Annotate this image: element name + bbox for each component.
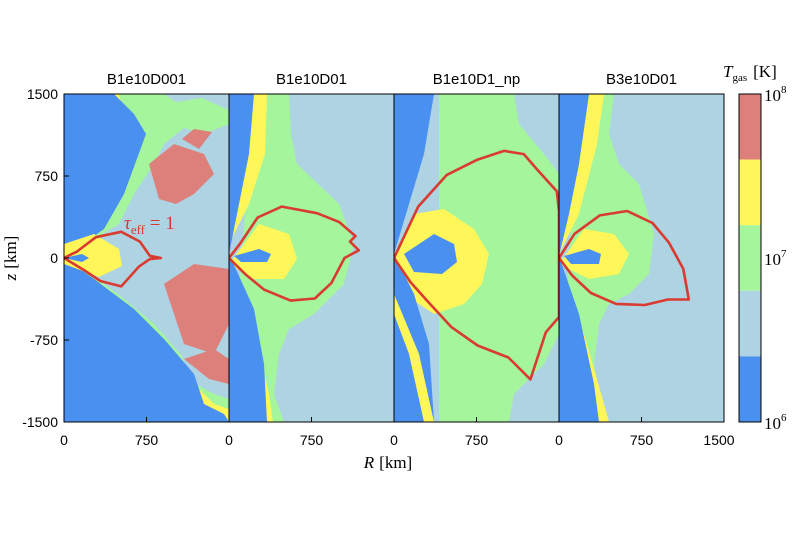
tau-eff-contour [64,230,163,288]
x-tick-label: 0 [390,432,398,448]
x-tick-label: 750 [465,432,489,448]
colorbar-band [739,290,761,357]
panel-temperature-map [64,94,229,422]
y-axis: 1500 750 0 -750 -1500 [22,86,58,430]
y-tick-label: -1500 [22,414,58,430]
temperature-region [564,249,601,264]
temperature-region [164,264,229,354]
x-tick-label: 0 [225,432,233,448]
temperature-region [229,94,267,422]
colorbar-tick-exp: 6 [781,412,787,424]
colorbar-band [739,356,761,422]
panel-2: B1e10D01 [228,71,395,423]
x-axis-unit: [km] [379,453,412,472]
temperature-region [149,144,214,204]
colorbar-label-symbol: T [723,62,734,81]
colorbar-label-unit: [K] [753,62,777,81]
tau-eff-contour [394,149,559,381]
temperature-region [559,94,599,422]
x-axis: 0 750 0 750 0 750 0 750 1500 [60,432,735,448]
tau-eff-contour [559,209,691,307]
tau-eff-annotation: τeff = 1 [124,213,175,237]
y-axis-symbol: z [1,273,20,281]
panel-4: B3e10D01 [558,71,725,423]
axis-ticks [63,93,642,423]
panel-temperature-map [394,94,559,422]
colorbar-tick-1e8: 108 [764,84,787,105]
y-tick-label: 0 [50,250,58,266]
x-tick-label: 0 [60,432,68,448]
panel-title: B1e10D1_np [433,71,521,88]
colorbar-label: Tgas [K] [723,62,777,84]
temperature-region [64,254,89,262]
panel-3: B1e10D1_np [393,71,560,423]
y-axis-unit: [km] [1,236,20,269]
colorbar-tick-exp: 8 [781,84,787,96]
colorbar-tick-base: 10 [764,250,781,269]
temperature-region [404,234,457,274]
colorbar-band [739,225,761,291]
y-tick-label: -750 [30,332,58,348]
panel-title: B3e10D01 [606,71,677,88]
colorbar-tick-exp: 7 [781,248,787,260]
panel-title: B1e10D001 [107,71,186,88]
panel-temperature-map [229,94,394,422]
panel-title: B1e10D01 [276,71,347,88]
y-axis-label: z [km] [1,236,20,282]
panels-group: B1e10D001 B1e10D01 B1e10D1_np B3e10D01 [63,71,725,423]
y-tick-label: 1500 [27,86,58,102]
x-tick-label: 0 [555,432,563,448]
temperature-region [64,94,229,422]
colorbar-tick-base: 10 [764,414,781,433]
x-tick-label: 750 [300,432,324,448]
x-tick-label: 1500 [703,432,734,448]
temperature-region [394,294,434,422]
temperature-region [184,349,229,384]
colorbar-band [739,159,761,226]
temperature-region [559,94,604,254]
x-tick-label: 750 [135,432,159,448]
temperature-region [234,249,271,262]
temperature-region [182,129,212,149]
tau-sub: eff [131,222,146,237]
colorbar-frame [738,93,762,423]
tau-eff-contour [229,205,361,302]
tau-rest: = 1 [145,213,175,234]
colorbar-tick-1e7: 107 [764,248,787,269]
y-tick-label: 750 [35,168,59,184]
panel-temperature-map [559,94,724,422]
colorbar-label-sub: gas [732,72,747,84]
colorbar-band [739,94,761,160]
colorbar-tick-1e6: 106 [764,412,787,433]
x-axis-label: R [km] [363,453,412,472]
x-tick-label: 750 [630,432,654,448]
colorbar-tick-base: 10 [764,86,781,105]
tau-symbol: τ [124,213,132,234]
colorbar [738,93,762,423]
panel-1: B1e10D001 [63,71,230,423]
x-axis-symbol: R [363,453,375,472]
